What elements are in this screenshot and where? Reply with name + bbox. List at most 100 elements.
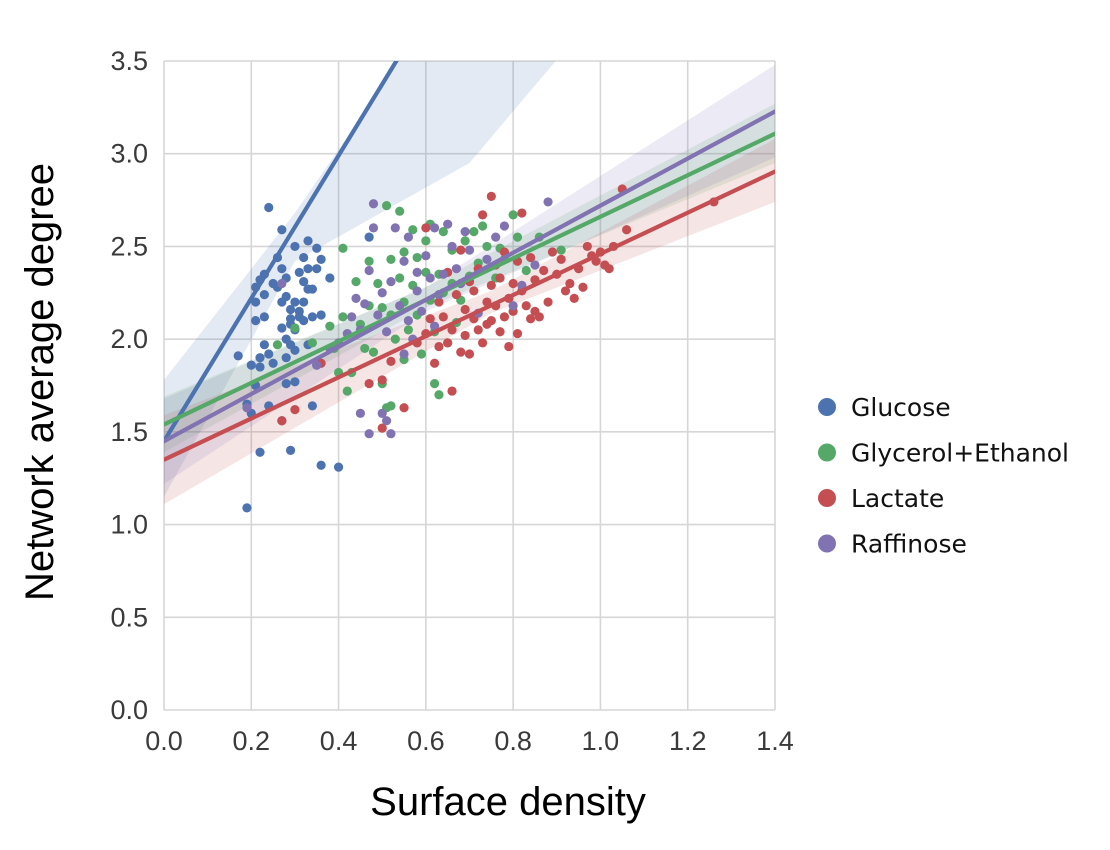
point-glycerol-ethanol [460, 236, 470, 246]
point-lactate [517, 208, 527, 218]
point-raffinose [491, 232, 501, 242]
point-glycerol-ethanol [403, 325, 413, 335]
point-raffinose [482, 254, 492, 265]
point-lactate [364, 379, 374, 389]
point-glucose [242, 503, 252, 513]
point-glucose [316, 460, 326, 470]
tick-labels: 0.0 0.2 0.4 0.6 0.8 1.0 1.2 1.4 0.0 0.5 1.0 1.5 2.0 2… [110, 46, 793, 756]
point-lactate [578, 282, 588, 292]
point-lactate [543, 297, 553, 307]
point-glucose [364, 232, 374, 242]
point-lactate [460, 330, 470, 341]
point-lactate [495, 327, 505, 337]
point-glucose [299, 277, 309, 287]
point-glycerol-ethanol [395, 273, 405, 283]
point-glucose [259, 312, 269, 322]
point-raffinose [416, 306, 427, 316]
point-glycerol-ethanol [390, 334, 400, 344]
point-raffinose [364, 429, 374, 439]
point-lactate [495, 273, 505, 283]
point-glycerol-ethanol [325, 321, 335, 331]
point-glycerol-ethanol [508, 210, 518, 220]
point-glucose [255, 353, 265, 363]
point-glucose [281, 291, 291, 302]
point-glucose [307, 401, 317, 411]
y-tick-label: 0.0 [110, 695, 148, 725]
legend-marker-glycerol-ethanol [818, 443, 836, 462]
point-lactate [277, 416, 287, 426]
point-glucose [325, 273, 335, 283]
point-lactate [560, 286, 571, 296]
point-raffinose [412, 286, 422, 296]
point-raffinose [242, 403, 252, 413]
point-glucose [285, 445, 296, 455]
point-glycerol-ethanol [429, 379, 440, 389]
legend-marker-lactate [818, 489, 836, 507]
point-raffinose [377, 408, 387, 418]
point-glycerol-ethanol [381, 201, 392, 211]
point-glucose [312, 243, 322, 253]
point-glucose [290, 241, 300, 252]
point-raffinose [368, 223, 379, 233]
point-lactate [521, 301, 531, 311]
point-raffinose [386, 429, 396, 439]
point-lactate [539, 265, 549, 276]
point-glycerol-ethanol [512, 232, 523, 242]
point-raffinose [386, 277, 396, 287]
point-glucose [316, 254, 326, 265]
point-glycerol-ethanol [482, 241, 492, 252]
point-glycerol-ethanol [556, 245, 566, 255]
point-lactate [526, 252, 536, 263]
point-lactate [434, 297, 444, 307]
y-tick-label: 1.0 [110, 510, 148, 540]
point-glucose [259, 290, 269, 300]
point-glycerol-ethanol [377, 303, 387, 313]
point-lactate [512, 328, 523, 339]
point-glucose [233, 351, 243, 361]
point-glucose [277, 264, 287, 274]
point-raffinose [355, 408, 365, 418]
regression-line-glycerol-ethanol [164, 131, 775, 427]
point-glycerol-ethanol [399, 247, 409, 257]
point-raffinose [312, 360, 322, 370]
point-raffinose [460, 226, 470, 237]
point-glucose [251, 297, 261, 307]
legend-label-lactate: Lactate [851, 484, 944, 513]
point-lactate [434, 341, 444, 352]
regression-lines [164, 61, 775, 462]
point-raffinose [438, 269, 448, 279]
point-raffinose [395, 301, 405, 311]
x-tick-label: 0.0 [145, 726, 183, 756]
point-lactate [377, 375, 387, 385]
point-raffinose [381, 416, 392, 426]
x-tick-label: 0.6 [407, 726, 445, 756]
point-lactate [399, 403, 409, 413]
point-raffinose [399, 256, 409, 266]
point-glycerol-ethanol [416, 349, 427, 359]
y-tick-label: 2.0 [110, 324, 148, 354]
y-tick-label: 1.5 [110, 417, 148, 447]
point-lactate [526, 314, 536, 324]
x-tick-label: 1.2 [669, 726, 707, 756]
point-glucose [264, 202, 274, 213]
point-raffinose [530, 260, 540, 270]
point-lactate [421, 223, 431, 233]
point-glycerol-ethanol [421, 236, 431, 246]
point-lactate [622, 225, 632, 235]
point-glycerol-ethanol [272, 340, 283, 350]
point-lactate [486, 316, 496, 326]
point-lactate [565, 278, 575, 289]
point-glucose [264, 349, 274, 359]
point-glucose [255, 447, 265, 457]
x-axis-title: Surface density [370, 780, 646, 824]
point-raffinose [373, 310, 383, 320]
y-tick-label: 3.5 [110, 46, 148, 76]
point-lactate [377, 423, 387, 433]
point-glucose [333, 462, 344, 472]
confidence-band-glucose [164, 61, 556, 497]
point-lactate [456, 245, 466, 255]
regression-line-glucose [164, 61, 399, 444]
point-glucose [251, 316, 261, 326]
point-glycerol-ethanol [386, 254, 396, 265]
